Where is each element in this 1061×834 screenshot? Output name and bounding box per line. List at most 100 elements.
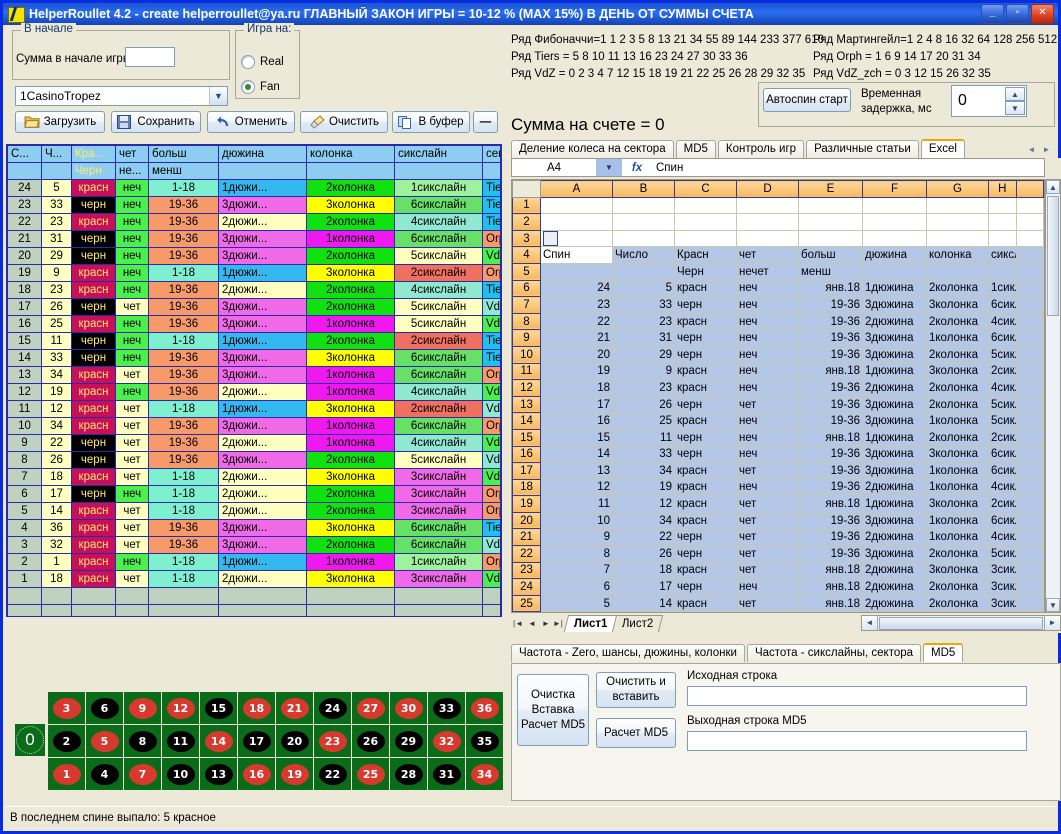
board-cell-24[interactable]: 24	[314, 692, 351, 724]
excel-cell[interactable]: 7	[540, 561, 613, 580]
excel-cell[interactable]: красн	[674, 412, 737, 430]
excel-cell[interactable]: янв.18	[798, 279, 863, 298]
excel-subheader-cell[interactable]: Черн	[674, 262, 737, 281]
excel-cell[interactable]	[674, 196, 737, 215]
excel-formula-content[interactable]: Спин	[656, 161, 684, 174]
save-button[interactable]: Сохранить	[111, 111, 201, 133]
excel-cell[interactable]: красн	[674, 511, 737, 530]
excel-cell[interactable]: 12	[612, 495, 675, 513]
excel-cell[interactable]: 22	[612, 528, 675, 547]
excel-cell[interactable]: черн	[674, 345, 737, 364]
excel-row-header-8[interactable]: 8	[512, 312, 541, 331]
excel-cell[interactable]: 2дюжина	[862, 478, 927, 497]
table-row[interactable]: 7 18 красн чет 1-18 2дюжи... 3колонка 3сикслайн…	[7, 468, 501, 486]
excel-cell[interactable]: 18	[612, 561, 675, 580]
excel-cell[interactable]: черн	[674, 329, 737, 347]
excel-cell[interactable]: 12	[540, 478, 613, 497]
tab-nav-prev[interactable]: ◄	[1027, 144, 1036, 154]
excel-cell[interactable]: 3дюжина	[862, 511, 927, 530]
excel-cell[interactable]	[988, 196, 1017, 215]
excel-cell[interactable]	[1015, 462, 1044, 480]
sheet-tab-list1[interactable]: Лист1	[563, 614, 618, 632]
excel-row-header-17[interactable]: 17	[512, 462, 541, 480]
excel-col-header-A[interactable]: A	[540, 180, 613, 198]
excel-row-header-4[interactable]: 4	[512, 246, 541, 264]
excel-cell[interactable]	[674, 213, 737, 231]
table-row[interactable]: 8 26 черн чет 19-36 3дюжи... 2колонка 5сикслайн…	[7, 451, 501, 469]
excel-cell[interactable]	[988, 213, 1017, 231]
excel-cell[interactable]: черн	[674, 545, 737, 563]
excel-cell[interactable]: 2колонка	[926, 594, 989, 612]
excel-cell[interactable]: 3колонка	[926, 495, 989, 513]
excel-cell[interactable]: красн	[674, 478, 737, 497]
excel-cell[interactable]: 3сиклай	[988, 561, 1017, 580]
excel-cell[interactable]: неч	[736, 312, 799, 331]
excel-cell[interactable]: 19-36	[798, 395, 863, 414]
excel-cell[interactable]: неч	[736, 279, 799, 298]
excel-header-cell[interactable]: колонка	[926, 246, 989, 264]
excel-cell[interactable]	[1015, 478, 1044, 497]
excel-cell[interactable]: 19-36	[798, 545, 863, 563]
load-button[interactable]: Загрузить	[15, 111, 105, 133]
excel-cell[interactable]: 2дюжина	[862, 312, 927, 331]
excel-row[interactable]: 191112краснчетянв.181дюжина3колонка2сикл…	[512, 495, 1044, 513]
excel-cell[interactable]: янв.18	[798, 428, 863, 447]
excel-cell[interactable]: 1дюжина	[862, 495, 927, 513]
excel-cell[interactable]: неч	[736, 329, 799, 347]
excel-cell[interactable]: красн	[674, 495, 737, 513]
excel-header-cell[interactable]: сикслай	[988, 246, 1017, 264]
board-cell-4[interactable]: 4	[86, 758, 123, 790]
excel-cell[interactable]: 3дюжина	[862, 395, 927, 414]
excel-cell[interactable]: 3дюжина	[862, 412, 927, 430]
excel-cell[interactable]	[798, 229, 863, 248]
excel-row-header-1[interactable]: 1	[512, 196, 541, 215]
board-cell-26[interactable]: 26	[352, 725, 389, 757]
excel-cell[interactable]: неч	[736, 478, 799, 497]
tab-game-control[interactable]: Контроль игр	[717, 140, 805, 158]
excel-cell[interactable]: 17	[540, 395, 613, 414]
grid-header-7[interactable]: сикслайн	[394, 145, 483, 163]
tab-bottom-md5[interactable]: MD5	[923, 643, 964, 662]
excel-cell[interactable]: 23	[612, 379, 675, 397]
excel-cell[interactable]: 25	[612, 412, 675, 430]
board-cell-28[interactable]: 28	[390, 758, 427, 790]
excel-cell[interactable]: 19-36	[798, 296, 863, 314]
board-cell-19[interactable]: 19	[276, 758, 313, 790]
table-row[interactable]: 17 26 черн чет 19-36 3дюжи... 2колонка 5сикслай…	[7, 298, 501, 316]
board-cell-9[interactable]: 9	[124, 692, 161, 724]
excel-cell[interactable]: 8	[540, 545, 613, 563]
excel-cell[interactable]: янв.18	[798, 561, 863, 580]
tab-nav-next[interactable]: ►	[1042, 144, 1051, 154]
excel-cell[interactable]: 3колонка	[926, 445, 989, 464]
board-cell-18[interactable]: 18	[238, 692, 275, 724]
table-row-empty[interactable]	[7, 604, 501, 616]
excel-row-header-14[interactable]: 14	[512, 412, 541, 430]
excel-cell[interactable]	[1015, 196, 1044, 215]
table-row[interactable]: 10 34 красн чет 19-36 3дюжи... 1колонка 6сиксла…	[7, 417, 501, 435]
scroll-up-icon[interactable]: ▲	[1046, 180, 1060, 194]
excel-cell[interactable]: 15	[540, 428, 613, 447]
excel-cell[interactable]	[1015, 445, 1044, 464]
excel-cell[interactable]: неч	[736, 412, 799, 430]
excel-cell[interactable]	[1015, 561, 1044, 580]
excel-cell[interactable]	[862, 229, 927, 248]
board-cell-7[interactable]: 7	[124, 758, 161, 790]
board-cell-21[interactable]: 21	[276, 692, 313, 724]
excel-row-header-18[interactable]: 18	[512, 478, 541, 497]
excel-cell[interactable]: неч	[736, 379, 799, 397]
excel-cell[interactable]	[1015, 229, 1044, 248]
calc-md5-button[interactable]: Расчет MD5	[596, 718, 676, 748]
excel-cell[interactable]	[1015, 495, 1044, 513]
excel-col-header-D[interactable]: D	[736, 180, 799, 198]
excel-cell[interactable]: чет	[736, 545, 799, 563]
delay-spinner-up[interactable]: ▲	[1005, 87, 1025, 101]
grid-header-6[interactable]: колонка	[306, 145, 395, 163]
excel-cell[interactable]: 2колонка	[926, 379, 989, 397]
source-string-input[interactable]	[687, 686, 1027, 706]
excel-subheader-cell[interactable]	[988, 262, 1017, 281]
excel-cell[interactable]	[926, 196, 989, 215]
excel-cell[interactable]: 19-36	[798, 329, 863, 347]
